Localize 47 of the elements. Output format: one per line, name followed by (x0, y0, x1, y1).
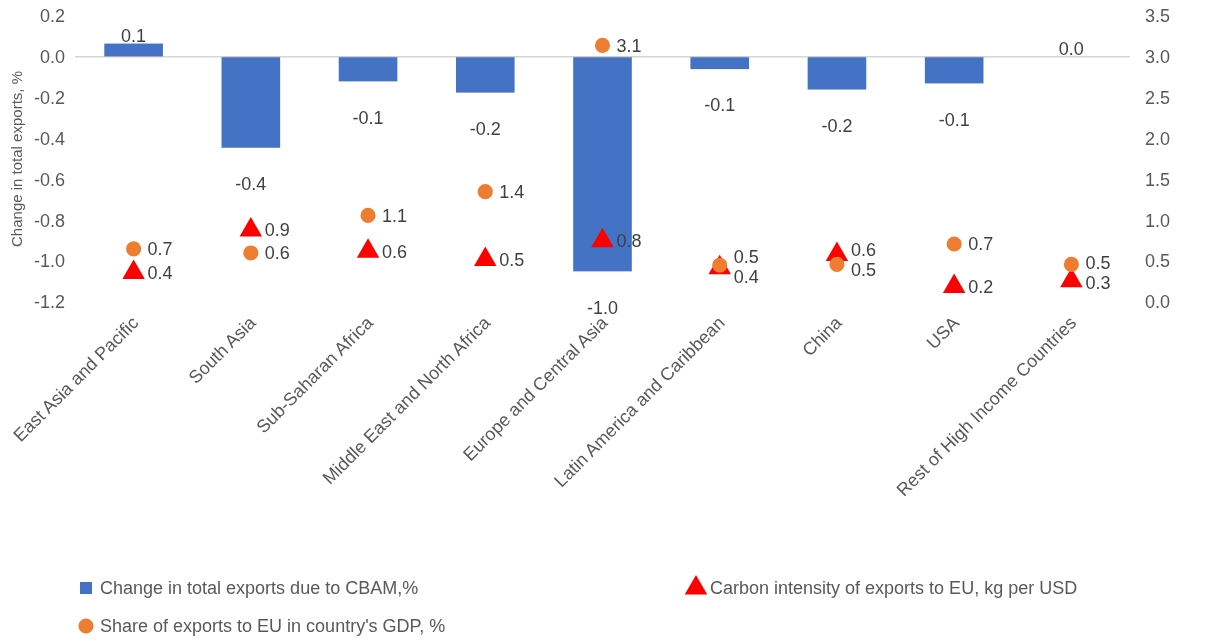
legend-label: Share of exports to EU in country's GDP, % (100, 616, 446, 637)
y2-tick-label: 0.5 (1144, 251, 1170, 272)
legend-label: Change in total exports due to CBAM,% (100, 578, 419, 599)
data-label: 0.5 (499, 249, 525, 270)
y2-tick-label: 2.5 (1144, 88, 1170, 109)
data-label: 0.9 (264, 220, 290, 241)
y-tick-label: -0.8 (33, 210, 65, 231)
y2-tick-label: 3.0 (1144, 47, 1170, 68)
data-label: 0.6 (382, 241, 408, 262)
data-label: 0.4 (147, 262, 173, 283)
legend-label: Carbon intensity of exports to EU, kg per USD (710, 578, 1078, 599)
data-label: 0.5 (733, 246, 759, 267)
y-tick-label: -1.2 (33, 292, 65, 313)
y2-tick-label: 1.0 (1144, 210, 1170, 231)
y2-tick-label: 0.0 (1144, 292, 1170, 313)
y-tick-label: -0.2 (33, 88, 65, 109)
y-tick-label: -1.0 (33, 251, 65, 272)
y-tick-label: 0.2 (39, 6, 65, 27)
y-tick-label: -0.6 (33, 169, 65, 190)
data-label: 1.4 (499, 181, 525, 202)
data-label: 1.1 (382, 205, 408, 226)
data-label: 0.6 (264, 243, 290, 264)
data-label: -0.1 (938, 109, 970, 130)
data-label: -1.0 (586, 297, 619, 318)
y2-tick-label: 3.5 (1144, 6, 1170, 27)
data-label: 0.4 (733, 266, 759, 287)
data-label: -0.4 (235, 174, 267, 195)
y-tick-label: -0.4 (33, 128, 65, 149)
data-label: 0.7 (147, 239, 173, 260)
data-label: -0.1 (704, 95, 736, 116)
y2-tick-label: 2.0 (1144, 128, 1170, 149)
data-label: 0.1 (121, 25, 147, 46)
y-tick-label: 0.0 (39, 47, 65, 68)
x-tick-label: USA (922, 312, 963, 353)
data-label: -0.1 (352, 107, 384, 128)
data-label: 0.3 (1085, 272, 1111, 293)
data-label: -0.2 (469, 118, 501, 139)
y-axis-title: Change in total exports, % (8, 71, 25, 247)
data-label: 0.5 (1085, 252, 1111, 273)
data-label: 0.2 (968, 276, 994, 297)
data-label: 0.0 (1058, 39, 1084, 60)
data-label: -0.2 (821, 115, 853, 136)
data-label: 0.5 (850, 259, 876, 280)
data-label: 0.6 (850, 239, 876, 260)
data-label: 3.1 (616, 35, 642, 56)
y2-tick-label: 1.5 (1144, 169, 1170, 190)
data-label: 0.7 (968, 234, 994, 255)
